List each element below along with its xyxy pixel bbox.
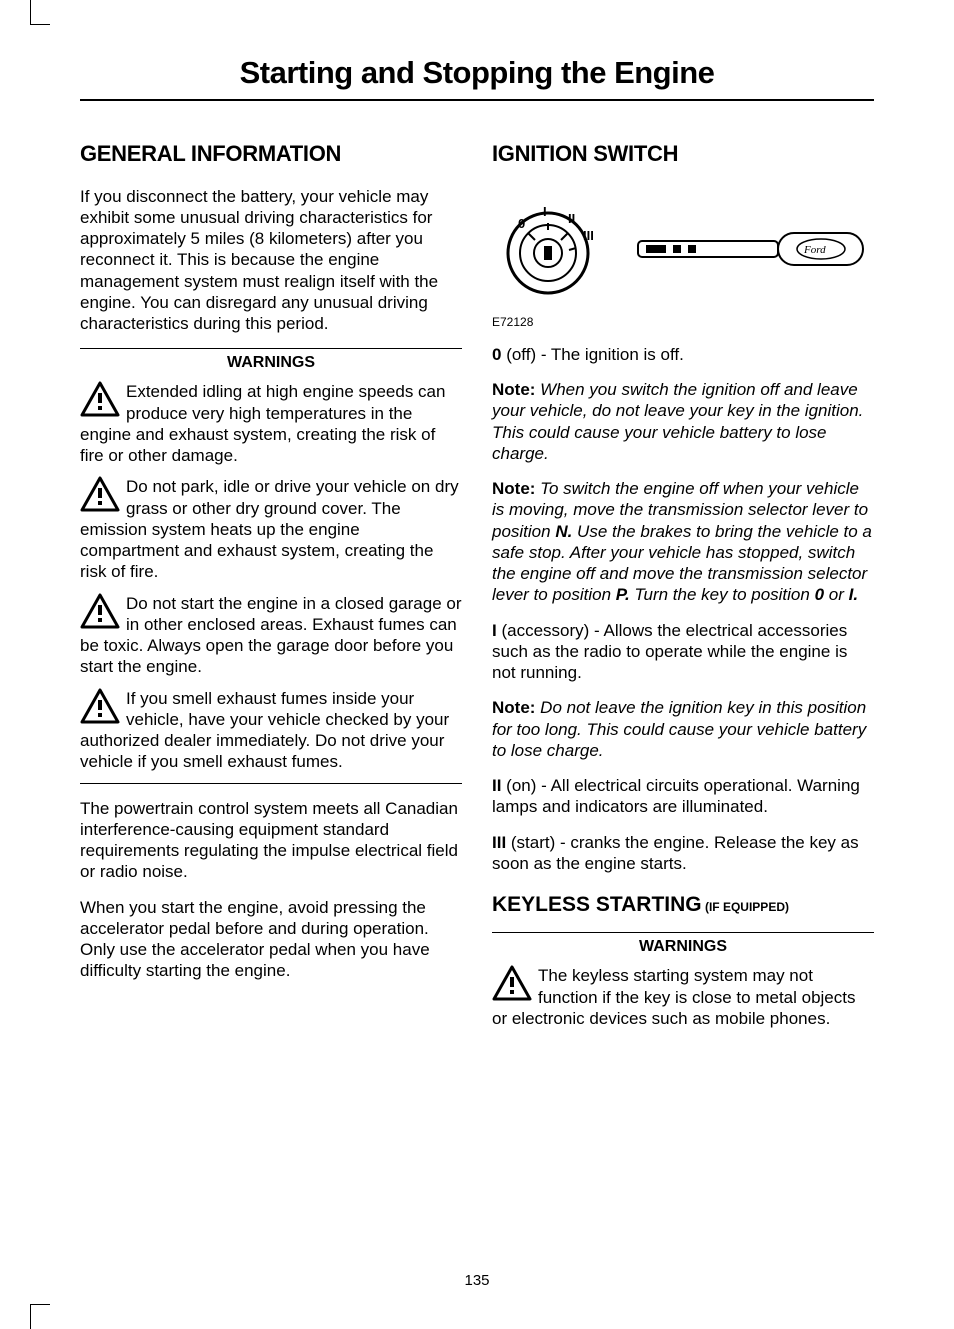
warning-block-4: If you smell exhaust fumes inside your v… — [80, 688, 462, 784]
warning-text-3: Do not start the engine in a closed gara… — [80, 594, 462, 677]
position-II-text: II (on) - All electrical circuits operat… — [492, 775, 874, 818]
note-2-P: P. — [616, 585, 630, 604]
page-number: 135 — [0, 1272, 954, 1289]
keyless-title-text: KEYLESS STARTING — [492, 893, 702, 916]
position-I-text: I (accessory) - Allows the electrical ac… — [492, 620, 874, 684]
warning-block-1: Extended idling at high engine speeds ca… — [80, 381, 462, 466]
accelerator-paragraph: When you start the engine, avoid pressin… — [80, 897, 462, 982]
warning-text-keyless: The keyless starting system may not func… — [492, 966, 856, 1028]
section-title-keyless: KEYLESS STARTING (IF EQUIPPED) — [492, 892, 874, 918]
svg-text:0: 0 — [518, 216, 525, 231]
svg-text:Ford: Ford — [803, 244, 826, 256]
section-title-ignition: IGNITION SWITCH — [492, 140, 874, 168]
note-1-text: When you switch the ignition off and lea… — [492, 380, 863, 463]
note-2: Note: To switch the engine off when your… — [492, 478, 874, 606]
content-area: GENERAL INFORMATION If you disconnect th… — [80, 140, 874, 1249]
note-1: Note: When you switch the ignition off a… — [492, 379, 874, 464]
warning-block-3: Do not start the engine in a closed gara… — [80, 593, 462, 678]
warning-text-1: Extended idling at high engine speeds ca… — [80, 382, 445, 465]
warning-block-2: Do not park, idle or drive your vehicle … — [80, 476, 462, 582]
pos-III-label: III — [492, 833, 506, 852]
note-3-text: Do not leave the ignition key in this po… — [492, 698, 866, 760]
note-2-0: 0 — [815, 585, 824, 604]
warning-icon — [492, 965, 532, 1001]
svg-text:III: III — [583, 228, 594, 243]
ignition-switch-figure: 0 I II III Ford — [492, 198, 874, 303]
page-title: Starting and Stopping the Engine — [80, 55, 874, 91]
note-2-text-c: Turn the key to position — [630, 585, 815, 604]
figure-label: E72128 — [492, 315, 874, 330]
pos-I-desc: (accessory) - Allows the electrical acce… — [492, 621, 847, 683]
powertrain-paragraph: The powertrain control system meets all … — [80, 798, 462, 883]
page-header: Starting and Stopping the Engine — [80, 55, 874, 101]
intro-paragraph: If you disconnect the battery, your vehi… — [80, 186, 462, 335]
warning-icon — [80, 476, 120, 512]
warnings-heading-left: WARNINGS — [80, 348, 462, 373]
position-III-text: III (start) - cranks the engine. Release… — [492, 832, 874, 875]
note-3: Note: Do not leave the ignition key in t… — [492, 697, 874, 761]
pos-II-desc: (on) - All electrical circuits operation… — [492, 776, 860, 816]
note-label: Note: — [492, 479, 535, 498]
note-2-or: or — [824, 585, 849, 604]
svg-text:II: II — [568, 211, 575, 226]
section-title-general: GENERAL INFORMATION — [80, 140, 462, 168]
note-label: Note: — [492, 380, 535, 399]
warning-text-4: If you smell exhaust fumes inside your v… — [80, 689, 449, 772]
keyless-suffix: (IF EQUIPPED) — [702, 900, 789, 914]
warning-text-2: Do not park, idle or drive your vehicle … — [80, 477, 459, 581]
warning-block-keyless: The keyless starting system may not func… — [492, 965, 874, 1029]
pos-III-desc: (start) - cranks the engine. Release the… — [492, 833, 859, 873]
position-0-text: 0 (off) - The ignition is off. — [492, 344, 874, 365]
warning-icon — [80, 593, 120, 629]
pos-0-desc: (off) - The ignition is off. — [501, 345, 683, 364]
note-2-N: N. — [555, 522, 572, 541]
svg-text:I: I — [543, 204, 547, 219]
warning-icon — [80, 381, 120, 417]
crop-mark-bottom-left — [30, 1304, 50, 1329]
crop-mark-top-left — [30, 0, 50, 25]
warnings-heading-right: WARNINGS — [492, 932, 874, 957]
note-2-I: I. — [849, 585, 858, 604]
note-label: Note: — [492, 698, 535, 717]
warning-icon — [80, 688, 120, 724]
